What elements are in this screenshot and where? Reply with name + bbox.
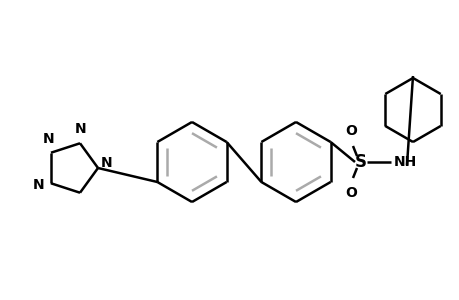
Text: S: S [354, 153, 366, 171]
Text: N: N [32, 178, 44, 192]
Text: NH: NH [393, 155, 416, 169]
Text: N: N [101, 156, 112, 170]
Text: N: N [43, 132, 55, 146]
Text: O: O [344, 186, 356, 200]
Text: N: N [75, 122, 87, 136]
Text: O: O [344, 124, 356, 138]
